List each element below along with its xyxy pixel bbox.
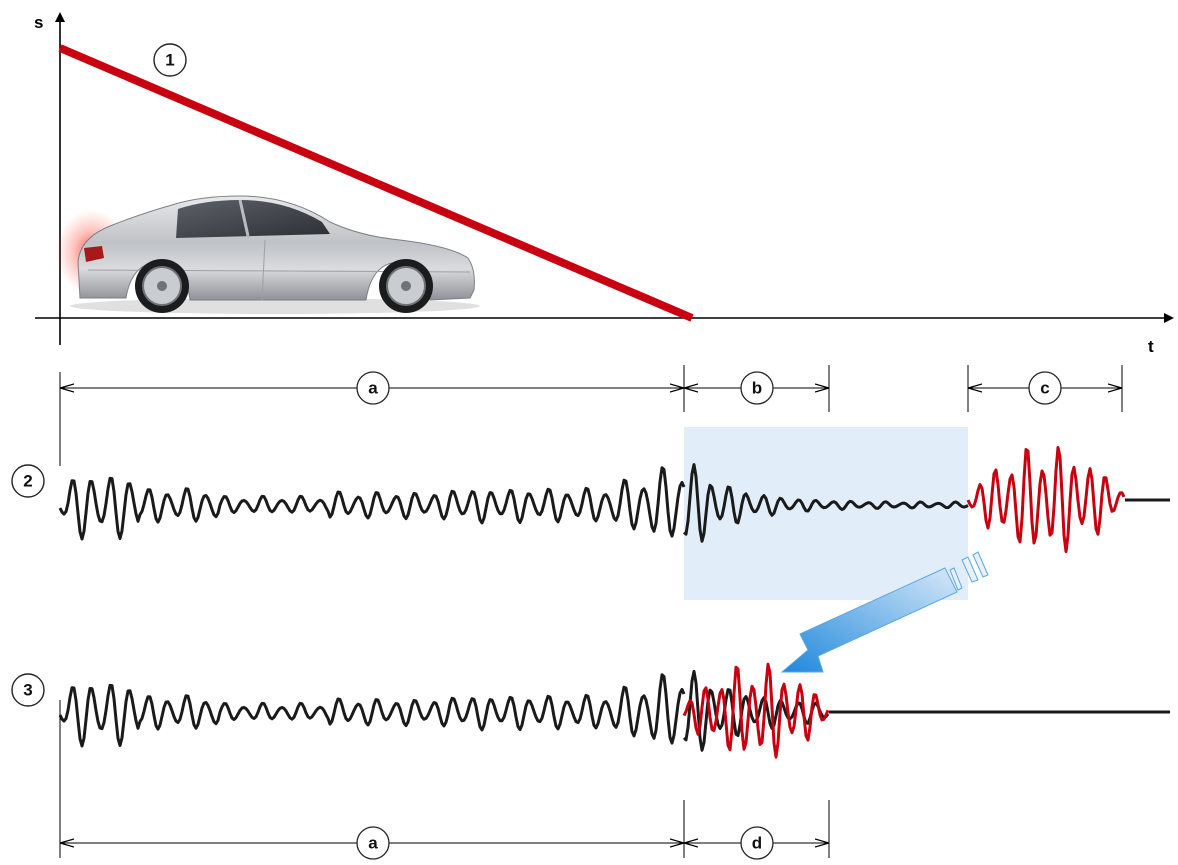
interval-a-top-label: a: [368, 379, 378, 398]
signal-3-d-red: [682, 662, 830, 759]
y-axis-label: s: [34, 13, 43, 32]
signal-2-c-wave: [966, 446, 1126, 554]
signal-3-a-wave: [58, 673, 686, 748]
interval-b-label: b: [752, 379, 762, 398]
waveforms: [58, 446, 1170, 759]
distance-line: [58, 44, 694, 322]
interval-c-label: c: [1040, 379, 1049, 398]
interval-d-label: d: [752, 834, 762, 853]
arrow-icon: [780, 551, 989, 673]
echo-window: [684, 427, 968, 600]
signal-2-b-wave: [682, 463, 969, 543]
signal-2-a-wave: [58, 466, 686, 541]
svg-text:3: 3: [23, 681, 32, 700]
interval-row-top: a b c: [59, 365, 1123, 466]
interval-row-bottom: a d: [59, 700, 830, 860]
car-icon: [56, 195, 480, 314]
marker-1: 1: [153, 43, 187, 77]
svg-text:2: 2: [23, 472, 32, 491]
svg-text:1: 1: [165, 51, 174, 70]
marker-3: 3: [11, 673, 45, 707]
marker-2: 2: [11, 464, 45, 498]
interval-a-bottom-label: a: [368, 834, 378, 853]
x-axis-label: t: [1148, 337, 1154, 356]
